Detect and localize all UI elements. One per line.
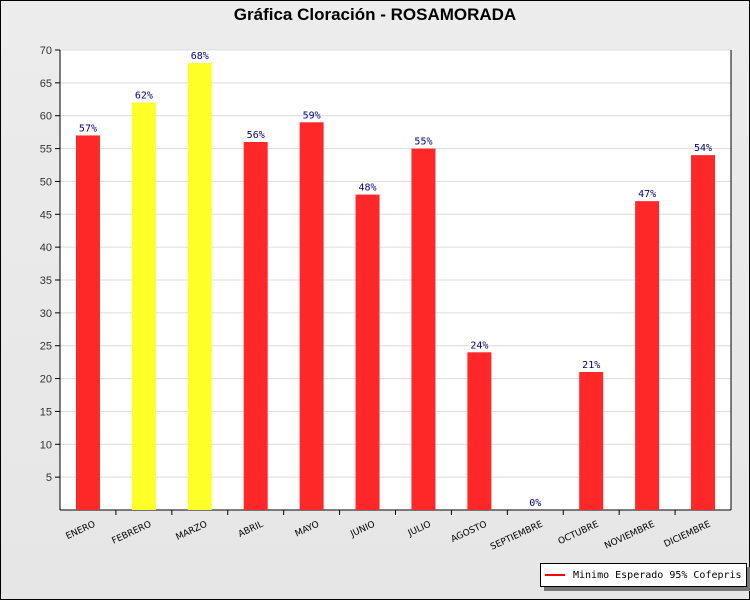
y-tick-label: 55 xyxy=(40,144,52,156)
x-tick-label: OCTUBRE xyxy=(557,520,601,548)
data-label: 68% xyxy=(191,51,209,62)
data-label: 24% xyxy=(470,340,488,351)
legend: Minimo Esperado 95% Cofepris xyxy=(540,563,747,587)
data-label: 0% xyxy=(529,498,541,509)
x-tick-label: DICIEMBRE xyxy=(663,520,713,550)
x-tick-label: FEBRERO xyxy=(111,520,154,547)
y-tick-label: 10 xyxy=(40,439,52,451)
bar xyxy=(299,122,324,511)
bar xyxy=(187,63,212,511)
x-tick-label: JUNIO xyxy=(348,520,376,540)
y-tick-label: 5 xyxy=(46,472,52,484)
y-tick-label: 35 xyxy=(40,275,52,287)
y-tick-label: 15 xyxy=(40,406,52,418)
x-tick-label: SEPTIEMBRE xyxy=(489,520,545,553)
data-label: 47% xyxy=(638,189,656,200)
data-label: 54% xyxy=(694,143,712,154)
y-tick-label: 50 xyxy=(40,176,52,188)
data-label: 56% xyxy=(247,130,265,141)
x-tick-label: JULIO xyxy=(406,520,433,540)
y-tick-label: 45 xyxy=(40,209,52,221)
bar xyxy=(411,148,436,511)
y-tick-label: 70 xyxy=(40,45,52,57)
bar xyxy=(579,372,604,510)
y-tick-label: 65 xyxy=(40,78,52,90)
x-tick-label: ENERO xyxy=(64,520,97,542)
chart-title: Gráfica Cloración - ROSAMORADA xyxy=(233,5,517,24)
bar xyxy=(467,352,492,510)
data-label: 55% xyxy=(414,137,432,148)
y-tick-label: 60 xyxy=(40,111,52,123)
y-tick-label: 40 xyxy=(40,242,52,254)
bar xyxy=(635,201,660,510)
data-label: 62% xyxy=(135,91,153,102)
data-label: 59% xyxy=(303,110,321,121)
legend-line-icon xyxy=(545,574,565,576)
bar xyxy=(355,194,380,511)
data-label: 21% xyxy=(582,360,600,371)
x-tick-label: NOVIEMBRE xyxy=(603,520,656,552)
bar xyxy=(131,102,156,511)
data-label: 57% xyxy=(79,123,97,134)
y-tick-label: 30 xyxy=(40,308,52,320)
x-tick-label: ABRIL xyxy=(237,520,265,540)
legend-label: Minimo Esperado 95% Cofepris xyxy=(573,569,742,581)
data-label: 48% xyxy=(359,183,377,194)
y-tick-label: 25 xyxy=(40,341,52,353)
x-tick-label: MAYO xyxy=(294,520,321,540)
x-tick-label: MARZO xyxy=(175,520,210,543)
x-tick-label: AGOSTO xyxy=(450,520,489,545)
bar xyxy=(243,142,268,510)
bar xyxy=(691,155,716,510)
y-tick-label: 20 xyxy=(40,374,52,386)
bar xyxy=(75,135,100,510)
